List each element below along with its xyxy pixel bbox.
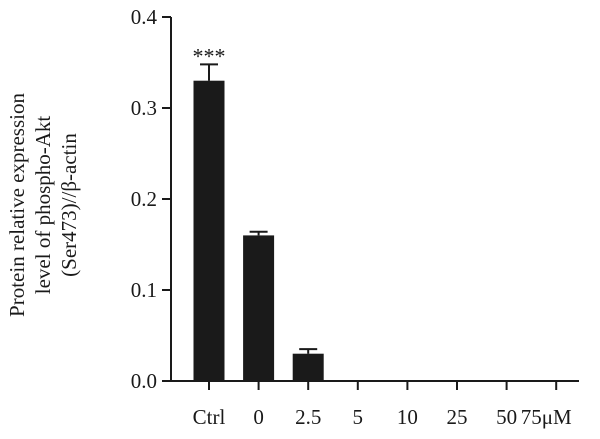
x-tick-label: 25 — [447, 405, 468, 429]
y-axis-label-line-2: level of phospho-Akt — [31, 116, 55, 295]
error-bar-0 — [249, 230, 268, 236]
bar-ctrl — [193, 80, 225, 381]
x-tick-label: 2.5 — [295, 405, 321, 429]
y-tick-label: 0.3 — [131, 96, 157, 120]
x-tick-label: 5 — [353, 405, 364, 429]
significance-annotation: *** — [193, 43, 226, 68]
annotations: *** — [193, 43, 226, 68]
x-tick-label: 10 — [397, 405, 418, 429]
y-axis-label: Protein relative expression level of pho… — [5, 93, 81, 317]
x-tick-label: 50 — [496, 405, 517, 429]
y-tick-label: 0.2 — [131, 187, 157, 211]
y-tick-label: 0.1 — [131, 278, 157, 302]
bars — [193, 63, 324, 381]
y-tick-label: 0.4 — [131, 5, 158, 29]
y-axis-label-line-3: (Ser473)//β-actin — [57, 133, 81, 277]
x-tick-label: 0 — [253, 405, 264, 429]
y-ticks: 0.0 0.1 0.2 0.3 0.4 — [131, 5, 171, 393]
y-tick-label: 0.0 — [131, 369, 157, 393]
x-ticks: Ctrl 0 2.5 5 10 25 50 75μM — [193, 381, 572, 429]
x-tick-label: 75μM — [521, 405, 572, 429]
bar-0 — [243, 235, 275, 381]
x-tick-label: Ctrl — [193, 405, 226, 429]
y-axis-label-line-1: Protein relative expression — [5, 93, 29, 317]
error-bar-ctrl — [200, 63, 218, 81]
bar-2-5 — [292, 353, 324, 381]
error-bar-2-5 — [299, 348, 318, 354]
